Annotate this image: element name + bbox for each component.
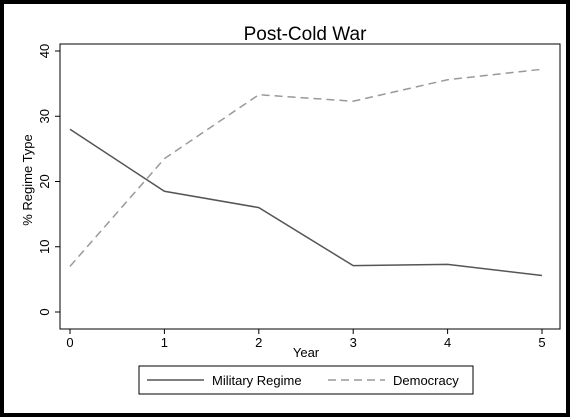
y-tick-label: 20 [37, 174, 52, 188]
x-tick-label: 3 [350, 335, 357, 350]
y-tick-label: 10 [37, 240, 52, 254]
line-chart: Post-Cold War 0 10 20 30 40 0 1 2 3 4 5 Year % Re… [20, 24, 561, 395]
series-lines [69, 68, 543, 277]
x-tick-label: 2 [255, 335, 262, 350]
plot-area [59, 43, 561, 330]
y-tick-label: 0 [37, 308, 52, 315]
x-axis: 0 1 2 3 4 5 [66, 329, 546, 350]
y-tick-label: 40 [37, 44, 52, 58]
legend: Military Regime Democracy [138, 365, 474, 395]
series-line-democracy [69, 68, 543, 267]
legend-label-military-regime: Military Regime [212, 373, 302, 388]
y-tick-label: 30 [37, 109, 52, 123]
chart-frame: Post-Cold War 0 10 20 30 40 0 1 2 3 4 5 Year % Re… [4, 4, 566, 413]
series-line-military-regime [69, 128, 543, 277]
x-tick-label: 0 [66, 335, 73, 350]
y-axis: 0 10 20 30 40 [37, 44, 60, 316]
chart-title: Post-Cold War [244, 24, 367, 45]
x-tick-label: 1 [161, 335, 168, 350]
y-axis-label: % Regime Type [20, 134, 35, 226]
legend-label-democracy: Democracy [393, 373, 459, 388]
x-axis-label: Year [293, 345, 320, 360]
x-tick-label: 5 [538, 335, 545, 350]
x-tick-label: 4 [444, 335, 451, 350]
